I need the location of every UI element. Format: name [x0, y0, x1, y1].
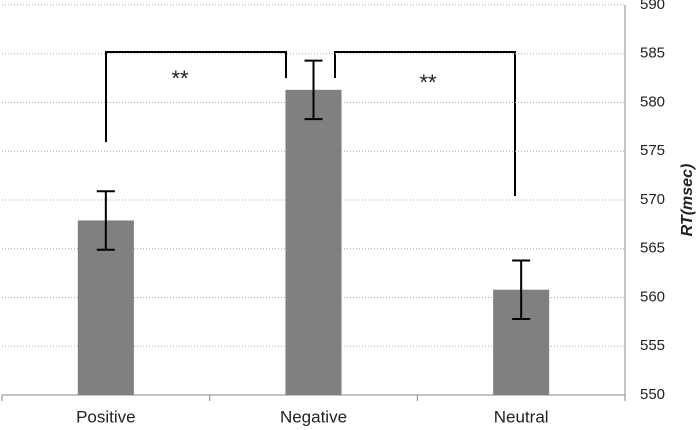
x-tick-label: Neutral	[494, 407, 549, 426]
y-tick-label: 565	[640, 240, 665, 257]
y-tick-label: 570	[640, 191, 665, 208]
y-tick-label: 590	[640, 0, 665, 13]
annotation: **	[171, 66, 189, 91]
significance-bracket	[105, 51, 287, 142]
y-tick-label: 585	[640, 45, 665, 62]
y-tick-label: 560	[640, 288, 665, 305]
bar	[285, 89, 342, 395]
y-tick-label: 575	[640, 142, 665, 159]
y-tick-label: 550	[640, 386, 665, 403]
y-axis-title: RT(msec)	[679, 164, 696, 237]
y-tick-label: 580	[640, 93, 665, 110]
x-tick-label: Negative	[280, 407, 347, 426]
annotation: **	[419, 70, 437, 95]
x-tick-label: Positive	[76, 407, 136, 426]
y-tick-label: 555	[640, 337, 665, 354]
significance-bracket	[334, 51, 516, 196]
